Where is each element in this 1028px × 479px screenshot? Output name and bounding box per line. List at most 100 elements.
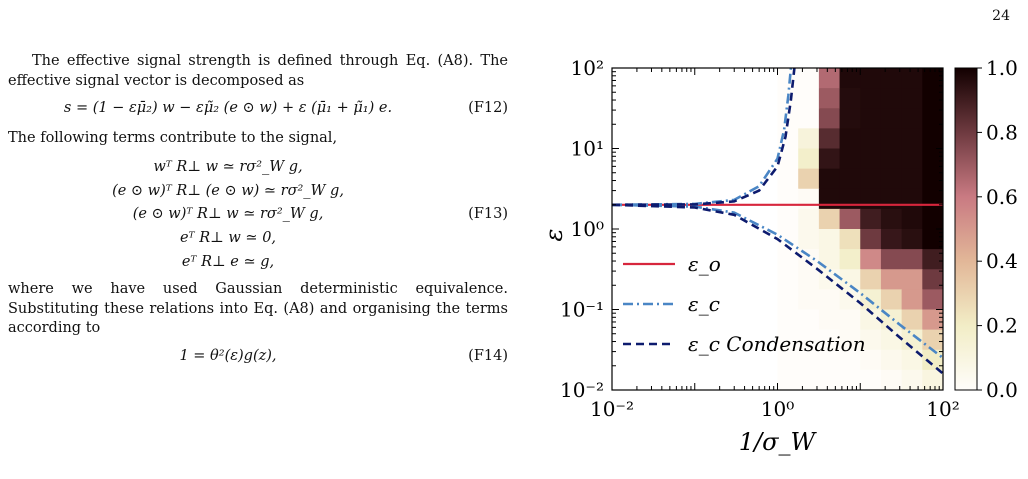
heatmap-cell (922, 128, 943, 149)
heatmap-cell (839, 188, 861, 210)
heatmap-figure: 10⁻² 10⁰ 10² 10⁻² 10⁻¹ 10⁰ 10¹ 10² ε_o ε_c ε_c Co… (540, 50, 1020, 475)
equation-f13-line: (e ⊙ w)ᵀ R⊥ (e ⊙ w) ≃ rσ²_W g, (112, 182, 344, 199)
heatmap-cell (860, 289, 882, 310)
heatmap-cell (839, 309, 861, 331)
heatmap-cell (777, 68, 799, 89)
heatmap-cell (860, 309, 882, 331)
heatmap-cell (777, 249, 799, 270)
heatmap-cell (880, 168, 903, 190)
heatmap-cell (798, 148, 820, 170)
series-line (612, 68, 793, 207)
heatmap-cell (818, 289, 841, 310)
heatmap-cell (922, 108, 943, 129)
heatmap-cell (880, 188, 903, 210)
x-tick-label: 10⁻² (590, 397, 634, 421)
heatmap-cell (922, 168, 943, 190)
heatmap-cell (818, 128, 841, 149)
heatmap-cell (901, 188, 923, 210)
heatmap-cell (922, 329, 943, 351)
axis-ticks: 10⁻² 10⁰ 10² 10⁻² 10⁻¹ 10⁰ 10¹ 10² (560, 56, 960, 421)
heatmap-cell (860, 269, 882, 290)
equation-f12: s = (1 − εμ̄₂) w − εμ̃₂ (e ⊙ w) + ε (μ̄₁… (8, 99, 508, 119)
heatmap-cell (839, 289, 861, 310)
heatmap-cell (922, 249, 943, 270)
heatmap-cell (901, 208, 923, 230)
heatmap-cell (818, 208, 841, 230)
heatmap-cell (901, 249, 923, 270)
heatmap-cell (880, 289, 903, 310)
heatmap-cell (839, 329, 861, 351)
heatmap-cell (901, 269, 923, 290)
heatmap-cell (818, 188, 841, 210)
heatmap-cell (839, 168, 861, 190)
equation-f14-body: 1 = θ²(ε)g(z), (179, 347, 277, 364)
heatmap-cell (798, 309, 820, 331)
heatmap-cell (860, 108, 882, 129)
heatmap-cell (860, 349, 882, 371)
heatmap-cell (860, 88, 882, 109)
heatmap-cell (818, 88, 841, 109)
heatmap-cell (839, 349, 861, 371)
legend-label: ε_c (688, 292, 720, 316)
heatmap-cell (901, 68, 923, 89)
heatmap-cell (901, 369, 923, 390)
series-line (612, 68, 796, 207)
x-axis-label: 1/σ_W (739, 428, 818, 456)
heatmap-cell (880, 68, 903, 89)
heatmap-cell (880, 229, 903, 250)
curves (612, 68, 943, 375)
heatmap-cell (860, 148, 882, 170)
colorbar-ticks: 0.0 0.2 0.4 0.6 0.8 1.0 (977, 56, 1018, 402)
heatmap-cell (922, 369, 943, 390)
heatmap-cell (798, 269, 820, 290)
colorbar-tick-label: 0.4 (986, 249, 1018, 273)
heatmap-cell (860, 208, 882, 230)
heatmap-cell (818, 168, 841, 190)
heatmap-cell (798, 289, 820, 310)
heatmap-cell (818, 329, 841, 351)
heatmap-cell (798, 229, 820, 250)
heatmap-cell (798, 188, 820, 210)
colorbar (954, 67, 978, 391)
heatmap-cell (839, 88, 861, 109)
heatmap-cell (901, 349, 923, 371)
heatmap-cell (818, 349, 841, 371)
heatmap-cell (922, 88, 943, 109)
equation-f13-line: eᵀ R⊥ e ≃ g, (181, 253, 275, 270)
equation-f12-body: s = (1 − εμ̄₂) w − εμ̃₂ (e ⊙ w) + ε (μ̄₁… (63, 100, 393, 117)
heatmap-cell (922, 188, 943, 210)
heatmap-cell (839, 269, 861, 290)
heatmap-cell (880, 128, 903, 149)
heatmap-chart: 10⁻² 10⁰ 10² 10⁻² 10⁻¹ 10⁰ 10¹ 10² ε_o ε_c ε_c Co… (540, 56, 1018, 456)
heatmap-cell (818, 309, 841, 331)
legend: ε_o ε_c ε_c Condensation (623, 252, 866, 356)
heatmap-cell (901, 88, 923, 109)
heatmap-cell (860, 128, 882, 149)
heatmap-cell (880, 108, 903, 129)
text-column: The effective signal strength is defined… (8, 52, 508, 376)
heatmap-cell (839, 249, 861, 270)
heatmap-cell (798, 108, 820, 129)
paragraph-signal-terms: The following terms contribute to the si… (8, 129, 338, 146)
heatmap-cell (818, 108, 841, 129)
heatmap-cell (798, 349, 820, 371)
heatmap-cell (880, 88, 903, 109)
y-tick-label: 10¹ (571, 137, 604, 161)
equation-f14-tag: (F14) (468, 347, 508, 364)
heatmap-cell (839, 369, 861, 390)
heatmap-cell (798, 369, 820, 390)
heatmap-cell (880, 148, 903, 170)
heatmap-cell (860, 249, 882, 270)
series-line (612, 203, 943, 375)
heatmap-cell (901, 108, 923, 129)
heatmap-cell (901, 168, 923, 190)
heatmap-cell (777, 269, 799, 290)
heatmap-cell (777, 289, 799, 310)
heatmap-cell (777, 128, 799, 149)
heatmap-cell (901, 148, 923, 170)
y-tick-label: 10² (571, 56, 604, 80)
heatmap-cell (839, 208, 861, 230)
heatmap-cell (818, 229, 841, 250)
heatmap-cell (880, 329, 903, 351)
heatmap-cell (818, 68, 841, 89)
